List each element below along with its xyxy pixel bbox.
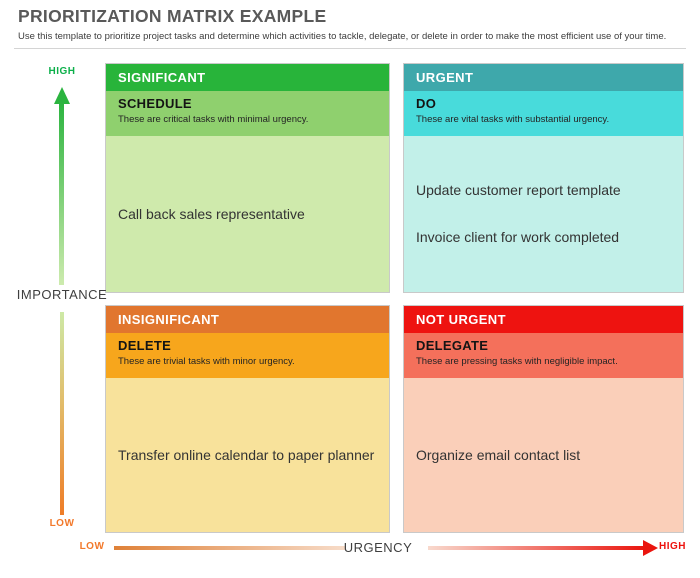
importance-high-label: HIGH — [48, 66, 76, 77]
task-area-delegate: Organize email contact list — [404, 378, 683, 532]
arrow-right-icon — [643, 540, 658, 556]
action-label-delete: DELETE — [118, 338, 172, 353]
quadrant-header-insignificant: INSIGNIFICANT — [106, 306, 389, 333]
importance-axis-line-lower — [60, 312, 64, 515]
header-divider — [14, 48, 686, 49]
quadrant-band-schedule: SCHEDULE These are critical tasks with m… — [106, 91, 389, 136]
task-item: Invoice client for work completed — [416, 229, 620, 245]
urgency-axis-line-left — [114, 546, 346, 550]
quadrant-header-urgent: URGENT — [404, 64, 683, 91]
importance-low-label: LOW — [49, 518, 75, 529]
action-label-schedule: SCHEDULE — [118, 96, 192, 111]
action-description-do: These are vital tasks with substantial u… — [416, 114, 610, 125]
urgency-axis-label: URGENCY — [343, 540, 413, 555]
arrow-up-icon — [54, 87, 70, 104]
quadrant-band-do: DO These are vital tasks with substantia… — [404, 91, 683, 136]
urgency-high-label: HIGH — [659, 541, 686, 552]
page-subtitle: Use this template to prioritize project … — [18, 31, 667, 42]
quadrant-not-urgent-delegate: NOT URGENT DELEGATE These are pressing t… — [403, 305, 684, 533]
urgency-low-label: LOW — [79, 541, 105, 552]
task-area-schedule: Call back sales representative — [106, 136, 389, 292]
quadrant-significant-schedule: SIGNIFICANT SCHEDULE These are critical … — [105, 63, 390, 293]
task-item: Organize email contact list — [416, 446, 581, 463]
task-item: Call back sales representative — [118, 205, 305, 222]
task-area-do: Update customer report template Invoice … — [404, 136, 683, 292]
action-label-delegate: DELEGATE — [416, 338, 489, 353]
task-item: Update customer report template — [416, 182, 621, 198]
task-area-delete: Transfer online calendar to paper planne… — [106, 378, 389, 532]
action-label-do: DO — [416, 96, 437, 111]
quadrant-header-significant: SIGNIFICANT — [106, 64, 389, 91]
action-description-schedule: These are critical tasks with minimal ur… — [118, 114, 309, 125]
importance-axis-label: IMPORTANCE — [16, 287, 108, 302]
quadrant-urgent-do: URGENT DO These are vital tasks with sub… — [403, 63, 684, 293]
action-description-delete: These are trivial tasks with minor urgen… — [118, 356, 295, 367]
quadrant-insignificant-delete: INSIGNIFICANT DELETE These are trivial t… — [105, 305, 390, 533]
task-item: Transfer online calendar to paper planne… — [118, 446, 375, 463]
page-title: PRIORITIZATION MATRIX EXAMPLE — [18, 6, 327, 26]
action-description-delegate: These are pressing tasks with negligible… — [416, 356, 618, 367]
quadrant-band-delegate: DELEGATE These are pressing tasks with n… — [404, 333, 683, 378]
quadrant-band-delete: DELETE These are trivial tasks with mino… — [106, 333, 389, 378]
quadrant-header-not-urgent: NOT URGENT — [404, 306, 683, 333]
urgency-axis-line-right — [428, 546, 644, 550]
importance-axis-line-upper — [59, 102, 64, 285]
